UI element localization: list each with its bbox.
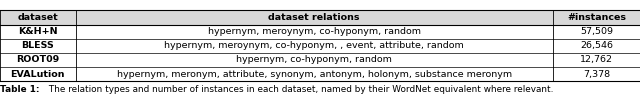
Bar	[553, 25, 640, 39]
Text: hypernym, meronym, attribute, synonym, antonym, holonym, substance meronym: hypernym, meronym, attribute, synonym, a…	[116, 70, 512, 79]
Text: dataset relations: dataset relations	[269, 13, 360, 22]
Text: The relation types and number of instances in each dataset, named by their WordN: The relation types and number of instanc…	[46, 85, 554, 94]
Bar	[553, 53, 640, 67]
Bar	[76, 39, 553, 53]
Text: 12,762: 12,762	[580, 55, 613, 64]
Bar	[0, 10, 76, 25]
Text: 57,509: 57,509	[580, 27, 613, 36]
Text: 26,546: 26,546	[580, 41, 613, 50]
Text: hypernym, co-hyponym, random: hypernym, co-hyponym, random	[236, 55, 392, 64]
Text: #instances: #instances	[567, 13, 626, 22]
Text: hypernym, meroynym, co-hyponym, , event, attribute, random: hypernym, meroynym, co-hyponym, , event,…	[164, 41, 464, 50]
Text: BLESS: BLESS	[21, 41, 54, 50]
Bar	[553, 39, 640, 53]
Bar	[0, 53, 76, 67]
Text: hypernym, meroynym, co-hyponym, random: hypernym, meroynym, co-hyponym, random	[208, 27, 420, 36]
Bar	[553, 67, 640, 81]
Bar	[76, 10, 553, 25]
Text: EVALution: EVALution	[10, 70, 65, 79]
Bar	[0, 39, 76, 53]
Text: 7,378: 7,378	[583, 70, 610, 79]
Bar	[553, 10, 640, 25]
Text: K&H+N: K&H+N	[18, 27, 58, 36]
Bar	[76, 67, 553, 81]
Bar	[76, 53, 553, 67]
Bar	[0, 67, 76, 81]
Bar	[76, 25, 553, 39]
Text: dataset: dataset	[17, 13, 58, 22]
Bar	[0, 25, 76, 39]
Text: Table 1:: Table 1:	[0, 85, 40, 94]
Text: ROOT09: ROOT09	[16, 55, 60, 64]
